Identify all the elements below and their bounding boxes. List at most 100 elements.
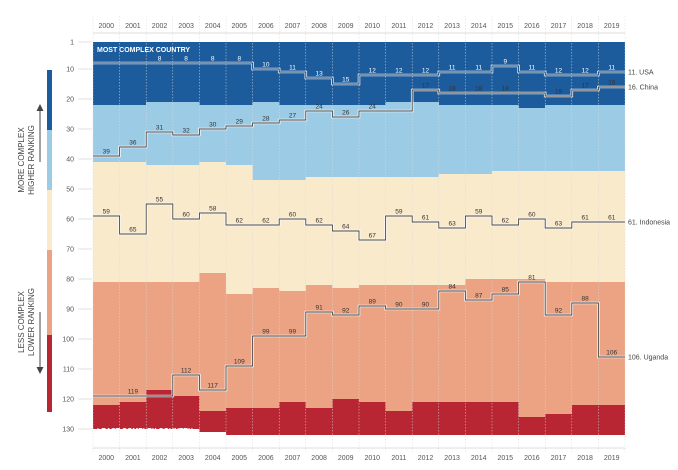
indonesia-rank-label: 64: [342, 224, 350, 231]
usa-rank-label: 12: [422, 68, 430, 75]
usa-rank-label: 12: [555, 68, 563, 75]
indonesia-rank-label: 60: [289, 212, 297, 219]
china-rank-label: 18: [475, 86, 483, 93]
uganda-rank-label: 109: [234, 359, 245, 366]
x-tick-label-top: 2007: [285, 23, 301, 30]
y-tick-label: 100: [62, 337, 74, 344]
china-rank-label: 18: [502, 86, 510, 93]
indonesia-rank-label: 60: [528, 212, 536, 219]
uganda-rank-label: 84: [448, 284, 456, 291]
china-rank-label: 24: [315, 104, 323, 111]
uganda-rank-label: 112: [181, 368, 192, 375]
indonesia-rank-label: 61: [608, 215, 616, 222]
y-tick-label: 20: [66, 97, 74, 104]
x-tick-label-bottom: 2010: [365, 455, 381, 462]
china-rank-label: 26: [342, 110, 350, 117]
y-tick-label: 50: [66, 187, 74, 194]
x-tick-label-bottom: 2018: [577, 455, 593, 462]
usa-rank-label: 12: [369, 68, 377, 75]
uganda-rank-label: 119: [128, 389, 139, 396]
indonesia-rank-label: 63: [555, 221, 563, 228]
indonesia-rank-label: 62: [236, 218, 244, 225]
x-tick-label-top: 2015: [498, 23, 514, 30]
x-axis-top: 2000 2001 2002 2003 2004 2005 2006 2007 2008 2009…: [93, 23, 625, 34]
x-tick-label-bottom: 2011: [391, 455, 406, 462]
x-tick-label-bottom: 2017: [551, 455, 567, 462]
y-tick-label: 70: [66, 247, 74, 254]
x-tick-label-bottom: 2000: [99, 455, 115, 462]
indonesia-rank-label: 63: [448, 221, 456, 228]
x-tick-label-bottom: 2009: [338, 455, 354, 462]
usa-rank-label: 8: [211, 56, 215, 63]
china-rank-label: 27: [289, 113, 297, 120]
y-tick-label: 40: [66, 157, 74, 164]
indonesia-rank-label: 55: [156, 197, 164, 204]
side-bar-dark-blue: [47, 70, 52, 130]
country-end-labels: 11. USA 16. China 61. Indonesia 106. Uganda: [628, 70, 670, 362]
y-tick-label: 30: [66, 127, 74, 134]
lower-ranking-label: LOWER RANKING: [27, 288, 36, 356]
most-complex-label: MOST COMPLEX COUNTRY: [97, 47, 190, 54]
x-tick-label-top: 2019: [604, 23, 620, 30]
uganda-rank-label: 90: [422, 302, 430, 309]
x-tick-label-top: 2005: [232, 23, 248, 30]
y-tick-label: 60: [66, 217, 74, 224]
usa-rank-label: 11: [608, 65, 615, 72]
indonesia-rank-label: 62: [262, 218, 270, 225]
side-indicator: MORE COMPLEX HIGHER RANKING LESS COMPLEX…: [17, 70, 52, 412]
usa-rank-label: 11: [289, 65, 296, 72]
uganda-rank-label: 85: [502, 287, 510, 294]
x-tick-label-bottom: 2006: [258, 455, 274, 462]
usa-rank-label: 13: [315, 71, 323, 78]
side-bar-cream: [47, 190, 52, 250]
uganda-rank-label: 91: [315, 305, 323, 312]
indonesia-rank-label: 59: [395, 209, 403, 216]
x-tick-label-bottom: 2015: [498, 455, 514, 462]
indonesia-rank-label: 62: [315, 218, 323, 225]
indonesia-rank-label: 58: [209, 206, 217, 213]
uganda-rank-label: 90: [395, 302, 403, 309]
china-rank-label: 28: [262, 116, 270, 123]
uganda-rank-label: 87: [475, 293, 483, 300]
country-rank-lines: [93, 61, 625, 398]
x-tick-label-top: 2002: [152, 23, 168, 30]
x-tick-label-bottom: 2016: [524, 455, 540, 462]
uganda-rank-label: 89: [369, 299, 377, 306]
china-rank-label: 24: [369, 104, 377, 111]
x-tick-label-top: 2001: [125, 23, 141, 30]
y-tick-label: 1: [70, 40, 74, 47]
usa-rank-label: 15: [342, 77, 350, 84]
x-tick-label-top: 2000: [99, 23, 115, 30]
indonesia-rank-label: 59: [103, 209, 111, 216]
uganda-rank-label: 81: [528, 275, 536, 282]
x-tick-label-bottom: 2004: [205, 455, 221, 462]
band-2: [93, 162, 625, 294]
x-tick-label-top: 2011: [391, 23, 406, 30]
indonesia-rank-line: [93, 203, 625, 241]
china-rank-label: 30: [209, 122, 217, 129]
china-rank-label: 39: [103, 149, 111, 156]
indonesia-rank-label: 60: [182, 212, 190, 219]
china-rank-label: 32: [182, 128, 190, 135]
side-bar-red: [47, 335, 52, 412]
less-complex-label: LESS COMPLEX: [17, 290, 26, 352]
x-tick-label-bottom: 2019: [604, 455, 620, 462]
x-tick-label-top: 2013: [444, 23, 460, 30]
x-tick-label-top: 2008: [311, 23, 327, 30]
y-tick-label: 130: [62, 427, 74, 434]
indonesia-rank-label: 62: [502, 218, 510, 225]
x-tick-label-bottom: 2007: [285, 455, 301, 462]
usa-rank-label: 8: [158, 56, 162, 63]
x-tick-label-top: 2003: [178, 23, 194, 30]
usa-rank-label: 12: [581, 68, 589, 75]
china-rank-label: 18: [448, 86, 456, 93]
x-tick-label-top: 2014: [471, 23, 487, 30]
x-tick-label-top: 2017: [551, 23, 567, 30]
down-arrow-icon: [36, 367, 44, 374]
x-tick-label-bottom: 2001: [125, 455, 141, 462]
usa-rank-label: 12: [395, 68, 403, 75]
x-tick-label-top: 2009: [338, 23, 354, 30]
china-rank-label: 31: [156, 125, 164, 132]
